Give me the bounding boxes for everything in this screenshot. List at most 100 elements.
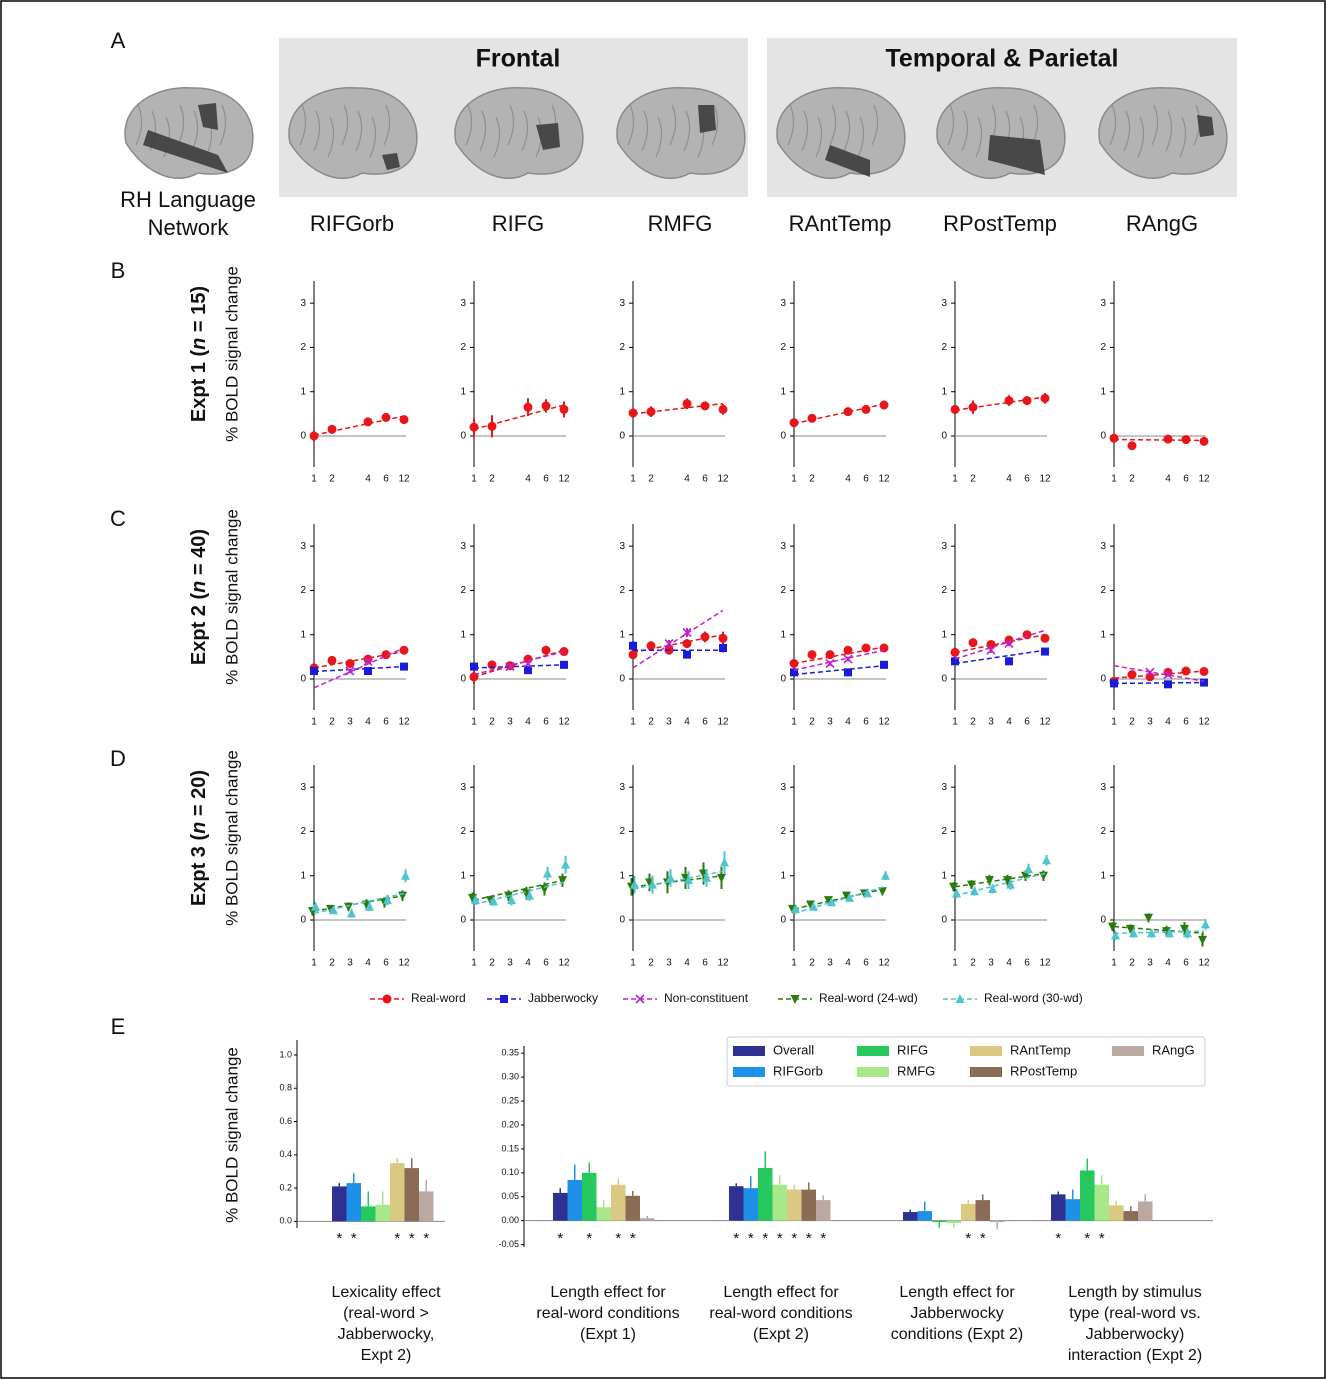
y-tick-label: 3 <box>619 541 625 552</box>
legend-label: RIFG <box>897 1042 928 1057</box>
region-label: RIFG <box>492 211 545 236</box>
point <box>328 656 337 665</box>
point <box>969 403 978 412</box>
bar <box>903 1212 918 1221</box>
x-tick-label: 3 <box>988 717 994 728</box>
bar <box>744 1188 759 1221</box>
y-tick-label: 0.8 <box>279 1083 292 1093</box>
x-tick-label: 1 <box>952 717 958 728</box>
y-tick-label: 0.6 <box>279 1116 292 1126</box>
y-tick-label: 0 <box>619 915 625 926</box>
brain-outline <box>125 88 253 179</box>
x-tick-label: 3 <box>347 958 353 969</box>
point <box>542 401 551 410</box>
point <box>1005 657 1013 665</box>
y-tick-label: 0.2 <box>279 1182 292 1192</box>
region-label: RMFG <box>648 211 713 236</box>
row-label: Expt 1 (n = 15) <box>188 286 210 422</box>
x-tick-label: 6 <box>543 717 549 728</box>
x-tick-label: 12 <box>398 958 410 969</box>
y-tick-label: 0 <box>941 674 947 685</box>
y-tick-label: 0.30 <box>501 1071 519 1081</box>
x-tick-label: 3 <box>988 958 994 969</box>
x-tick-label: 6 <box>863 717 869 728</box>
legend-label: Jabberwocky <box>528 991 598 1005</box>
point <box>346 659 355 668</box>
significance-star: * <box>394 1230 400 1247</box>
point <box>880 401 889 410</box>
x-axis-title: Lexicality effect <box>331 1284 441 1301</box>
x-tick-label: 6 <box>1183 717 1189 728</box>
x-tick-label: 1 <box>311 958 317 969</box>
y-tick-label: 0.10 <box>501 1167 519 1177</box>
x-tick-label: 4 <box>365 717 371 728</box>
figure: Frontal Temporal & Parietal RH Language … <box>0 0 1327 1380</box>
x-axis-title: (Expt 1) <box>580 1326 636 1343</box>
page: Frontal Temporal & Parietal RH Language … <box>0 0 1327 1380</box>
point <box>364 417 373 426</box>
y-tick-label: 1 <box>619 870 625 881</box>
row-label-part: Expt 2 ( <box>188 593 210 666</box>
y-tick-label: 1 <box>780 629 786 640</box>
y-tick-label: 1.0 <box>279 1049 292 1059</box>
y-tick-label: 3 <box>619 298 625 309</box>
row-label: Expt 2 (n = 40) <box>188 529 210 665</box>
x-axis-title: conditions (Expt 2) <box>891 1326 1024 1343</box>
x-tick-label: 4 <box>845 717 851 728</box>
y-tick-label: 1 <box>1100 870 1106 881</box>
legend-label: Real-word <box>411 991 466 1005</box>
legend-swatch <box>970 1067 1002 1077</box>
x-tick-label: 4 <box>1006 958 1012 969</box>
significance-star: * <box>777 1230 783 1247</box>
brain-outline <box>937 88 1065 179</box>
x-tick-label: 1 <box>1111 717 1117 728</box>
y-tick-label: 1 <box>1100 386 1106 397</box>
x-tick-label: 2 <box>648 958 654 969</box>
legend-label: Real-word (24-wd) <box>819 991 918 1005</box>
x-tick-label: 3 <box>507 717 513 728</box>
x-tick-label: 12 <box>717 474 729 485</box>
y-tick-label: 2 <box>780 826 786 837</box>
x-tick-label: 12 <box>558 958 570 969</box>
y-tick-label: 1 <box>780 870 786 881</box>
brain-image <box>289 88 417 179</box>
x-tick-label: 4 <box>845 958 851 969</box>
y-tick-label: 2 <box>619 585 625 596</box>
bar <box>773 1185 788 1221</box>
brain-image <box>1099 88 1227 179</box>
brain-image <box>125 88 253 179</box>
point <box>719 405 728 414</box>
x-tick-label: 12 <box>1039 717 1051 728</box>
significance-star: * <box>336 1230 342 1247</box>
y-tick-label: 0 <box>941 431 947 442</box>
x-tick-label: 2 <box>809 717 815 728</box>
y-tick-label: 3 <box>780 541 786 552</box>
x-tick-label: 1 <box>791 958 797 969</box>
x-tick-label: 6 <box>863 958 869 969</box>
x-tick-label: 3 <box>347 717 353 728</box>
region-label: RAntTemp <box>789 211 892 236</box>
significance-star: * <box>980 1230 986 1247</box>
x-tick-label: 1 <box>1111 958 1117 969</box>
legend-label: RIFGorb <box>773 1063 823 1078</box>
x-tick-label: 4 <box>684 958 690 969</box>
bar <box>758 1168 773 1221</box>
x-tick-label: 6 <box>702 474 708 485</box>
x-tick-label: 4 <box>845 474 851 485</box>
region-label: RAngG <box>1126 211 1198 236</box>
y-tick-label: 0.05 <box>501 1191 519 1201</box>
point <box>826 650 835 659</box>
y-tick-label: 0 <box>300 431 306 442</box>
x-tick-label: 2 <box>329 474 335 485</box>
y-tick-label: 0 <box>619 674 625 685</box>
point <box>844 407 853 416</box>
bar <box>816 1200 831 1221</box>
y-tick-label: 0 <box>780 674 786 685</box>
x-tick-label: 4 <box>365 474 371 485</box>
bar <box>611 1185 626 1221</box>
y-tick-label: 2 <box>619 826 625 837</box>
y-tick-label: 1 <box>300 870 306 881</box>
point <box>790 659 799 668</box>
point <box>470 663 478 671</box>
point <box>400 415 409 424</box>
